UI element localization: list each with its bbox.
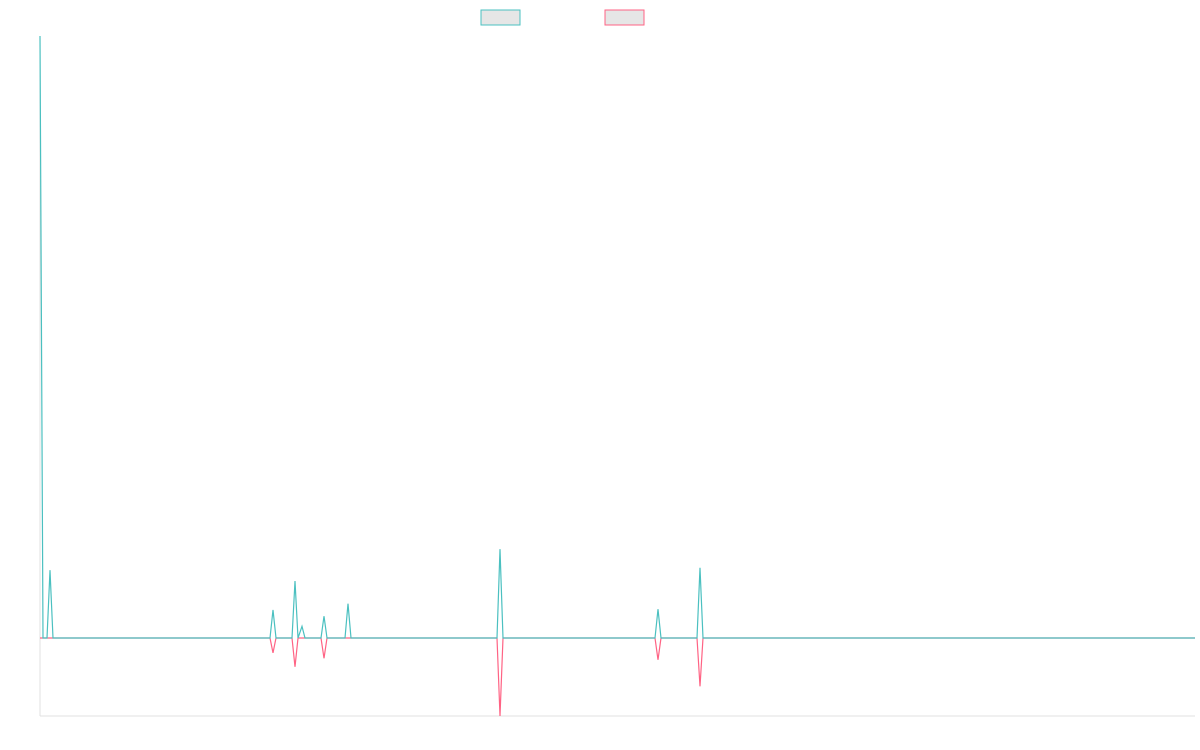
legend-swatch[interactable] — [480, 9, 521, 26]
series-line — [39, 35, 1195, 639]
legend-swatch[interactable] — [604, 9, 645, 26]
series-line — [40, 637, 1195, 717]
